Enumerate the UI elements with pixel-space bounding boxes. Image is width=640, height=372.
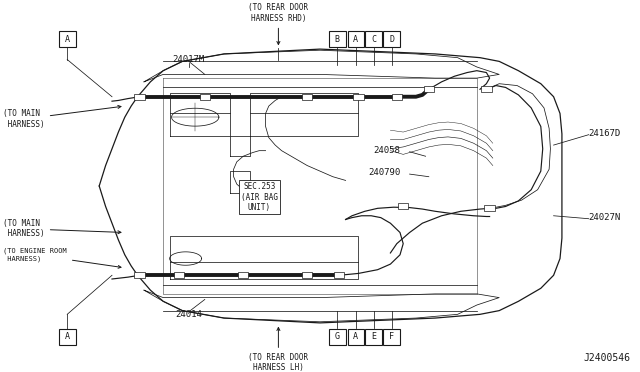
Text: G: G [335,332,340,341]
Text: (TO ENGINE ROOM
 HARNESS): (TO ENGINE ROOM HARNESS) [3,248,121,268]
FancyBboxPatch shape [59,328,76,345]
FancyBboxPatch shape [348,328,364,345]
Text: 24027N: 24027N [589,213,621,222]
Bar [398,203,408,209]
Text: (TO REAR DOOR
HARNESS RHD): (TO REAR DOOR HARNESS RHD) [248,3,308,45]
Text: 24058: 24058 [374,146,401,155]
Text: E: E [371,332,376,341]
Bar [392,94,402,100]
Text: A: A [353,35,358,44]
FancyBboxPatch shape [59,31,76,47]
Text: (TO MAIN
 HARNESS): (TO MAIN HARNESS) [3,219,121,238]
Bar [481,86,492,92]
Bar [302,94,312,100]
FancyBboxPatch shape [365,31,382,47]
Text: SEC.253
(AIR BAG
UNIT): SEC.253 (AIR BAG UNIT) [241,182,278,212]
Text: D: D [389,35,394,44]
Bar [174,272,184,278]
FancyBboxPatch shape [383,328,400,345]
Bar [484,205,495,211]
Text: F: F [389,332,394,341]
Text: J2400546: J2400546 [584,353,630,363]
Text: B: B [335,35,340,44]
Bar [238,272,248,278]
Text: 24014: 24014 [175,310,202,319]
Bar [334,272,344,278]
FancyBboxPatch shape [383,31,400,47]
Text: A: A [65,332,70,341]
Text: A: A [353,332,358,341]
Text: C: C [371,35,376,44]
Text: 24017M: 24017M [173,55,205,64]
Text: (TO REAR DOOR
HARNESS LH): (TO REAR DOOR HARNESS LH) [248,327,308,372]
Text: 240790: 240790 [368,169,400,177]
FancyBboxPatch shape [348,31,364,47]
Text: A: A [65,35,70,44]
Text: (TO MAIN
 HARNESS): (TO MAIN HARNESS) [3,105,121,129]
FancyBboxPatch shape [365,328,382,345]
FancyBboxPatch shape [329,31,346,47]
Text: 24167D: 24167D [589,129,621,138]
Bar [302,272,312,278]
Bar [200,94,210,100]
Bar [134,94,145,100]
Bar [424,86,434,92]
Bar [134,272,145,278]
Bar [353,94,364,100]
FancyBboxPatch shape [329,328,346,345]
